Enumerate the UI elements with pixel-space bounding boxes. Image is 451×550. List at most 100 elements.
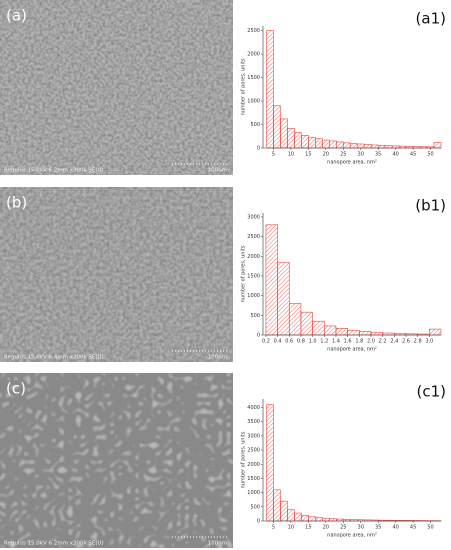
x-tick-label: 15 [305, 152, 311, 158]
x-tick-label: 30 [358, 152, 364, 158]
bar [377, 145, 386, 149]
bar [429, 328, 442, 336]
bar [358, 331, 372, 336]
bar [265, 224, 278, 336]
x-tick-label: 1.2 [320, 339, 328, 345]
bar [349, 143, 358, 149]
bar [294, 132, 302, 149]
scale-label: 100nm [208, 168, 227, 174]
scale-label: 100nm [208, 541, 227, 547]
bar [323, 325, 337, 336]
y-axis-label: number of pores, units [241, 245, 247, 302]
x-tick-label: 5 [272, 525, 275, 531]
x-tick-label: 2.4 [390, 339, 398, 345]
y-tick-label: 1000 [247, 293, 260, 299]
y-tick-label: 3000 [247, 214, 260, 220]
sem-texture [0, 373, 233, 548]
bar [287, 509, 295, 522]
bar [433, 142, 442, 149]
bar [322, 517, 330, 522]
bar [329, 518, 337, 522]
x-tick-label: 40 [392, 152, 398, 158]
image-caption: Regulus 15.0kV 6.2mm x300k SE(U) [4, 168, 104, 174]
x-tick-label: 0.8 [297, 339, 305, 345]
y-tick-label: 1500 [247, 273, 260, 279]
bar [370, 331, 383, 336]
bar [273, 105, 281, 149]
bar [301, 515, 309, 522]
bar [335, 328, 348, 336]
y-tick-label: 0 [257, 519, 260, 525]
x-tick-label: 1.0 [309, 339, 317, 345]
x-tick-label: 25 [340, 152, 346, 158]
x-tick-label: 30 [358, 525, 364, 531]
x-tick-label: 5 [272, 152, 275, 158]
x-axis-label: nanopore area, nm² [327, 160, 377, 166]
bar [273, 489, 281, 522]
x-tick-label: 50 [427, 525, 433, 531]
y-tick-label: 1000 [247, 99, 260, 105]
x-tick-label: 1.4 [332, 339, 340, 345]
bar [308, 516, 316, 522]
x-tick-label: 40 [392, 525, 398, 531]
bar [315, 517, 323, 522]
bar [312, 320, 325, 336]
x-tick-label: 2.0 [367, 339, 375, 345]
x-tick-label: 3.0 [425, 339, 433, 345]
chart-label: (a1) [416, 10, 446, 28]
x-tick-label: 10 [288, 525, 294, 531]
image-caption: Regulus 15.0kV 6.4mm x300k SE(U) [4, 355, 104, 361]
bar [363, 144, 372, 149]
bar [277, 261, 290, 336]
bar [266, 404, 274, 522]
bar [266, 30, 274, 149]
y-tick-label: 1500 [247, 75, 260, 81]
x-tick-label: 1.8 [355, 339, 363, 345]
sem-texture [0, 187, 233, 362]
x-tick-label: 10 [288, 152, 294, 158]
y-tick-label: 1500 [247, 476, 260, 482]
x-tick-label: 20 [323, 152, 329, 158]
chart-label: (c1) [417, 383, 447, 401]
x-tick-label: 2.8 [414, 339, 422, 345]
x-tick-label: 2.6 [402, 339, 410, 345]
bar [280, 500, 288, 522]
x-tick-label: 45 [410, 152, 416, 158]
y-tick-label: 3000 [247, 433, 260, 439]
bar [335, 141, 344, 149]
x-tick-label: 25 [340, 525, 346, 531]
bar [342, 142, 351, 149]
x-tick-label: 35 [375, 152, 381, 158]
bar [370, 144, 379, 149]
bar [308, 136, 316, 149]
x-tick-label: 20 [323, 525, 329, 531]
y-tick-label: 2000 [247, 462, 260, 468]
bar [391, 145, 400, 149]
scale-label: 100nm [208, 355, 227, 361]
bar [315, 138, 323, 149]
y-tick-label: 500 [250, 313, 260, 319]
bar [322, 139, 330, 149]
x-axis-label: nanopore area, nm² [327, 347, 377, 353]
panel-label: (c) [6, 380, 26, 398]
y-tick-label: 4000 [247, 405, 260, 411]
sem-texture [0, 0, 233, 175]
bar [356, 143, 365, 149]
bar [301, 135, 309, 149]
image-caption: Regulus 15.0kV 6.2mm x300k SE(U) [4, 541, 104, 547]
bar [300, 311, 313, 336]
y-tick-label: 3500 [247, 419, 260, 425]
x-tick-label: 15 [305, 525, 311, 531]
y-tick-label: 2000 [247, 254, 260, 260]
y-tick-label: 500 [250, 122, 260, 128]
y-tick-label: 2000 [247, 52, 260, 58]
bar [294, 512, 302, 522]
x-tick-label: 0.2 [262, 339, 270, 345]
bar [384, 145, 393, 149]
bar [287, 127, 295, 149]
bar [280, 118, 288, 149]
y-tick-label: 0 [257, 333, 260, 339]
y-tick-label: 2500 [247, 28, 260, 34]
y-tick-label: 500 [250, 504, 260, 510]
